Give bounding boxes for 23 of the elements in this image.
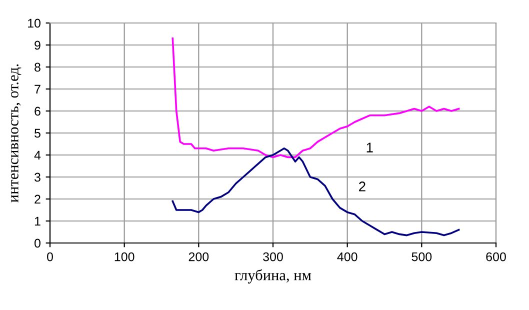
x-tick-label: 400 — [337, 252, 358, 262]
y-tick-label: 7 — [34, 84, 40, 94]
y-tick-label: 3 — [34, 172, 40, 182]
y-tick-label: 9 — [34, 40, 40, 50]
y-tick-label: 6 — [34, 106, 40, 116]
y-tick-label: 4 — [34, 150, 41, 160]
x-tick-label: 300 — [263, 252, 283, 262]
x-tick-label: 500 — [412, 252, 432, 262]
series-label: 1 — [366, 142, 373, 152]
x-tick-label: 100 — [114, 252, 134, 262]
y-tick-label: 8 — [34, 62, 40, 72]
y-tick-label: 1 — [34, 216, 40, 226]
y-tick-label: 0 — [34, 238, 40, 248]
line-series — [172, 37, 460, 158]
x-axis-title: глубина, нм — [234, 269, 312, 284]
x-tick-label: 600 — [486, 252, 506, 262]
x-tick-label: 0 — [47, 252, 53, 262]
y-tick-label: 2 — [34, 194, 40, 204]
series-label: 2 — [359, 182, 366, 192]
y-tick-label: 5 — [34, 128, 40, 138]
y-axis-title: интенсивность, от.ед. — [11, 64, 22, 202]
x-tick-label: 200 — [188, 252, 209, 262]
y-tick-label: 10 — [28, 18, 40, 28]
